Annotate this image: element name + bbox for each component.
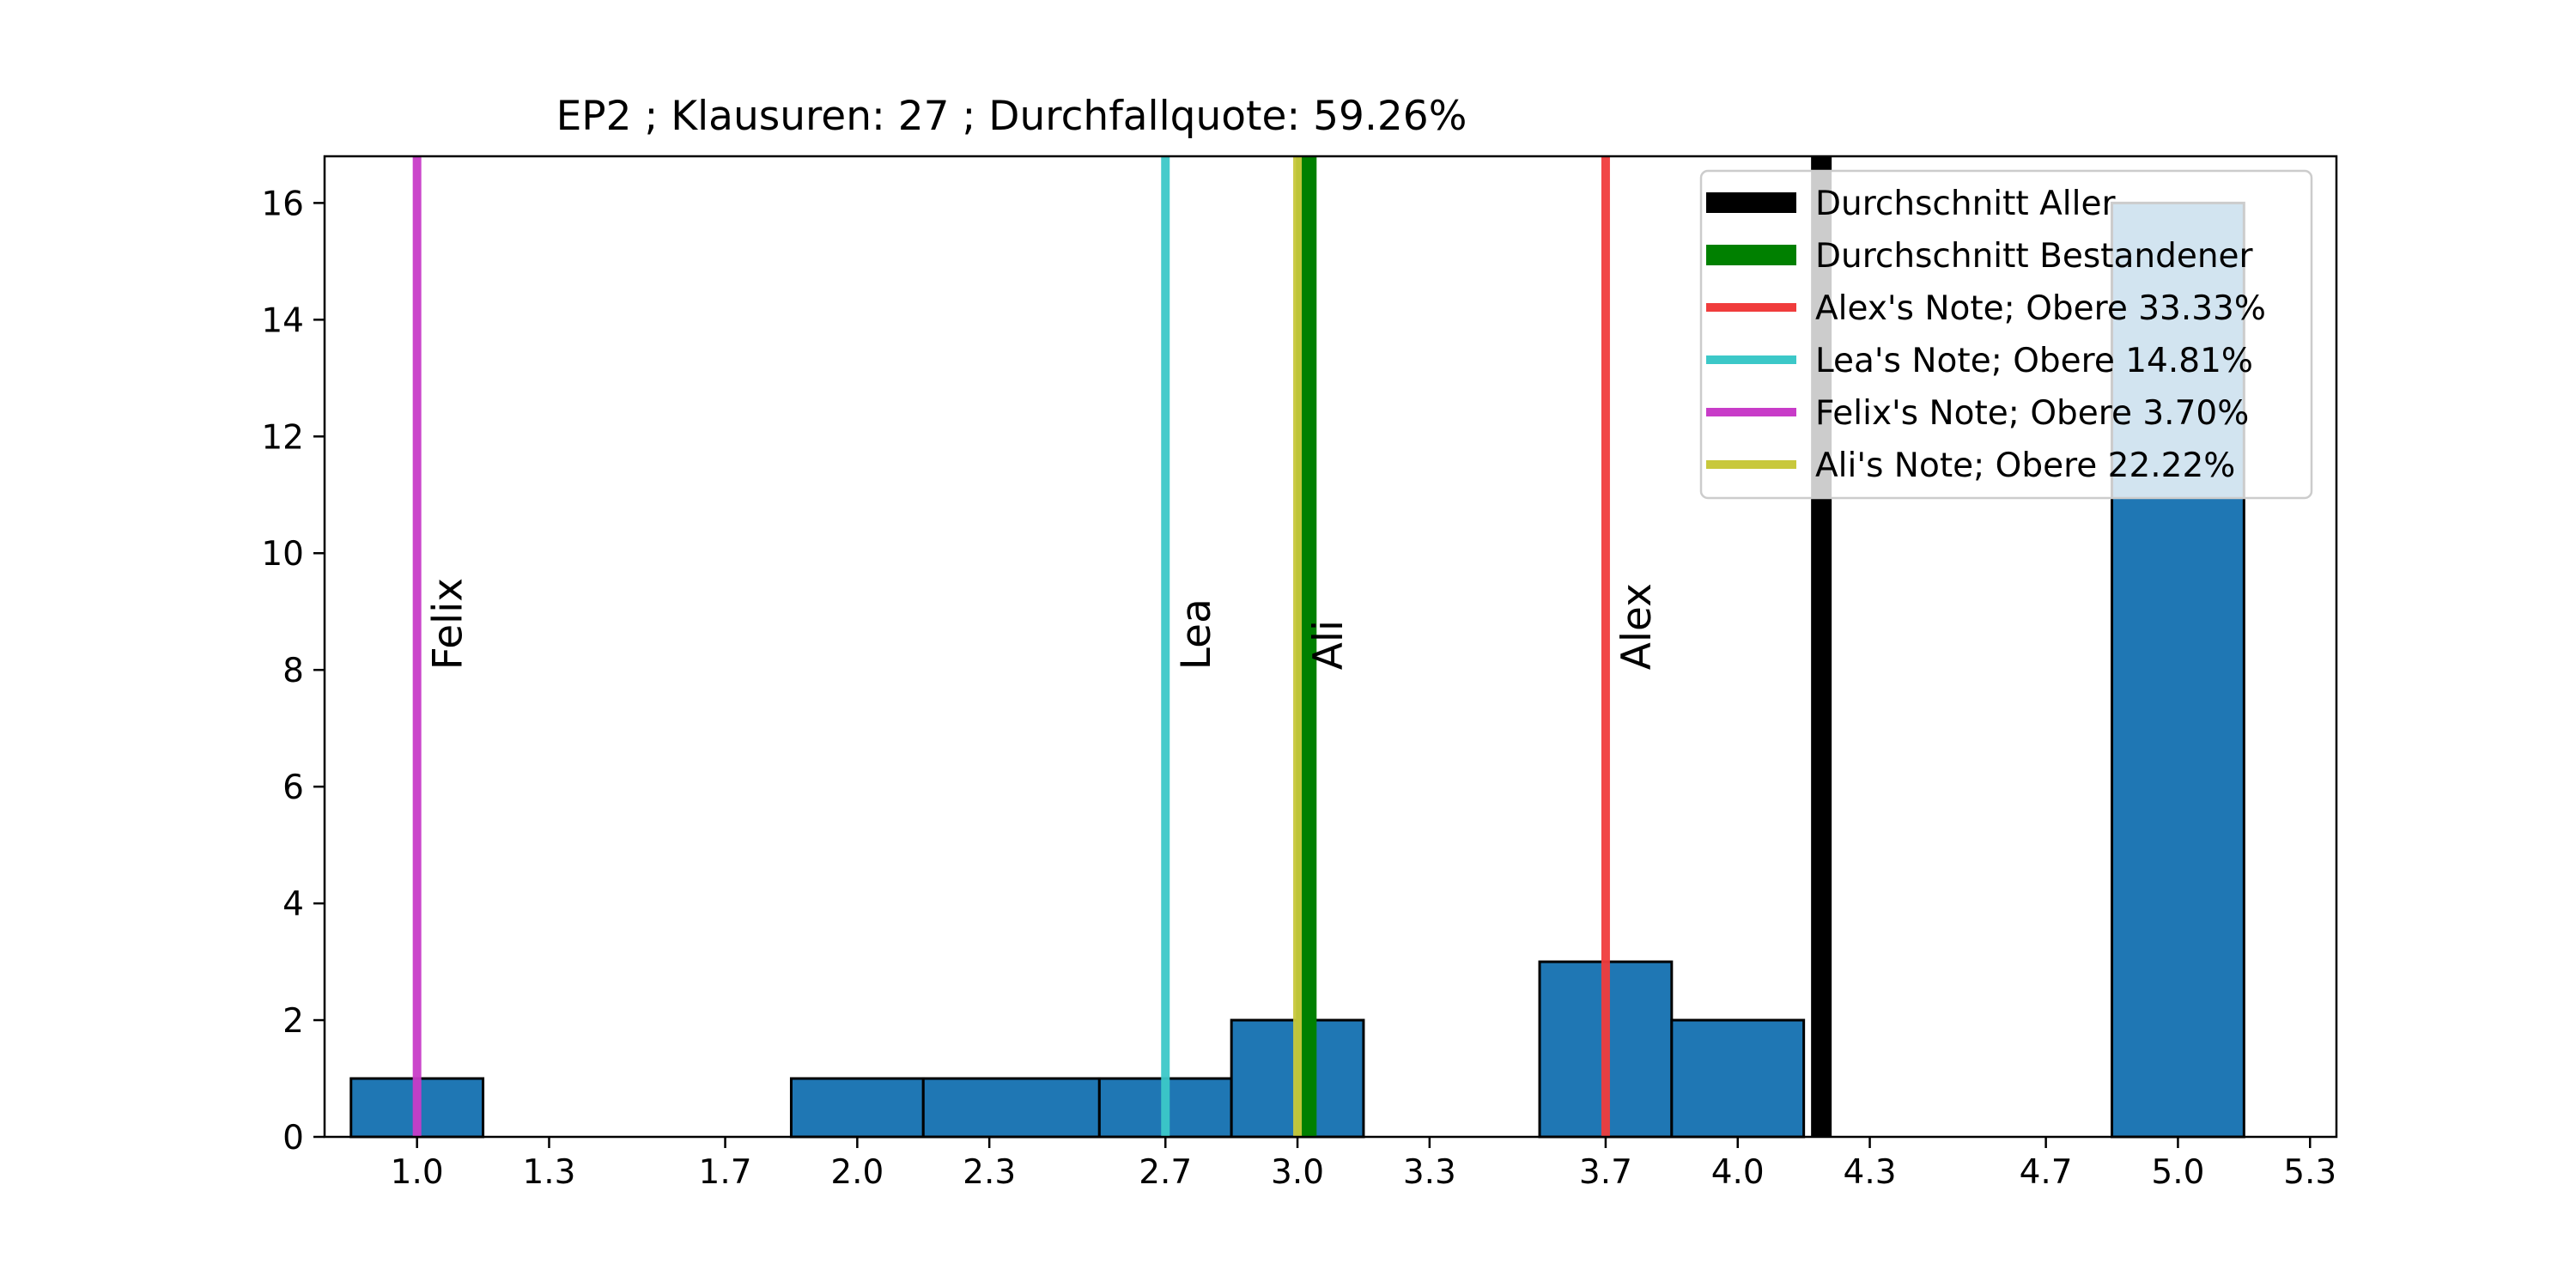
y-tick-label: 2 bbox=[283, 1002, 304, 1041]
y-axis: 0 2 4 6 8 10 12 14 16 bbox=[261, 185, 325, 1157]
y-tick-label: 10 bbox=[261, 535, 304, 574]
vline-labels-layer: Alex Lea Felix Ali bbox=[425, 578, 1661, 670]
x-tick-label: 3.0 bbox=[1271, 1153, 1324, 1192]
x-tick-label: 1.0 bbox=[391, 1153, 444, 1192]
histogram-bar-6 bbox=[1670, 1018, 1806, 1139]
x-tick-label: 5.3 bbox=[2283, 1153, 2336, 1192]
histogram-bar-2 bbox=[921, 1077, 1101, 1139]
y-tick-label: 4 bbox=[283, 885, 304, 924]
x-tick-label: 2.3 bbox=[963, 1153, 1016, 1192]
x-tick-label: 3.3 bbox=[1403, 1153, 1456, 1192]
x-axis: 1.0 1.3 1.7 2.0 2.3 2.7 3.0 3.3 3.7 4.0 4.3 4.7 5.0 5… bbox=[391, 1137, 2336, 1192]
legend-label-ali-s-note-obere-22-22: Ali's Note; Obere 22.22% bbox=[1815, 447, 2235, 485]
vline-label-felix: Felix bbox=[425, 578, 472, 670]
vline-label-ali: Ali bbox=[1305, 620, 1352, 670]
legend-label-durchschnitt-bestandener: Durchschnitt Bestandener bbox=[1815, 237, 2254, 276]
x-tick-label: 5.0 bbox=[2151, 1153, 2204, 1192]
y-tick-label: 0 bbox=[283, 1119, 304, 1157]
y-tick-label: 12 bbox=[261, 418, 304, 457]
x-tick-label: 4.7 bbox=[2020, 1153, 2073, 1192]
x-tick-label: 4.3 bbox=[1844, 1153, 1897, 1192]
legend-label-felix-s-note-obere-3-70: Felix's Note; Obere 3.70% bbox=[1815, 394, 2249, 433]
vline-label-alex: Alex bbox=[1613, 583, 1661, 670]
y-tick-label: 16 bbox=[261, 185, 304, 223]
legend: Durchschnitt Aller Durchschnitt Bestanden… bbox=[1699, 169, 2313, 500]
x-tick-label: 4.0 bbox=[1711, 1153, 1765, 1192]
x-tick-label: 2.0 bbox=[830, 1153, 884, 1192]
x-tick-label: 3.7 bbox=[1579, 1153, 1632, 1192]
y-tick-label: 6 bbox=[283, 769, 304, 807]
x-tick-label: 1.7 bbox=[699, 1153, 752, 1192]
histogram-bar-1 bbox=[789, 1077, 925, 1139]
x-tick-label: 2.7 bbox=[1139, 1153, 1192, 1192]
legend-label-alex-s-note-obere-33-33: Alex's Note; Obere 33.33% bbox=[1815, 289, 2266, 328]
y-tick-label: 8 bbox=[283, 652, 304, 690]
vline-label-lea: Lea bbox=[1173, 598, 1220, 670]
plot-frame bbox=[323, 155, 2338, 1139]
legend-box bbox=[1699, 169, 2313, 500]
chart-title: EP2 ; Klausuren: 27 ; Durchfallquote: 59… bbox=[556, 93, 1467, 140]
y-tick-label: 14 bbox=[261, 301, 304, 340]
legend-label-durchschnitt-aller: Durchschnitt Aller bbox=[1815, 185, 2116, 223]
legend-label-lea-s-note-obere-14-81: Lea's Note; Obere 14.81% bbox=[1815, 342, 2253, 380]
x-tick-label: 1.3 bbox=[522, 1153, 575, 1192]
